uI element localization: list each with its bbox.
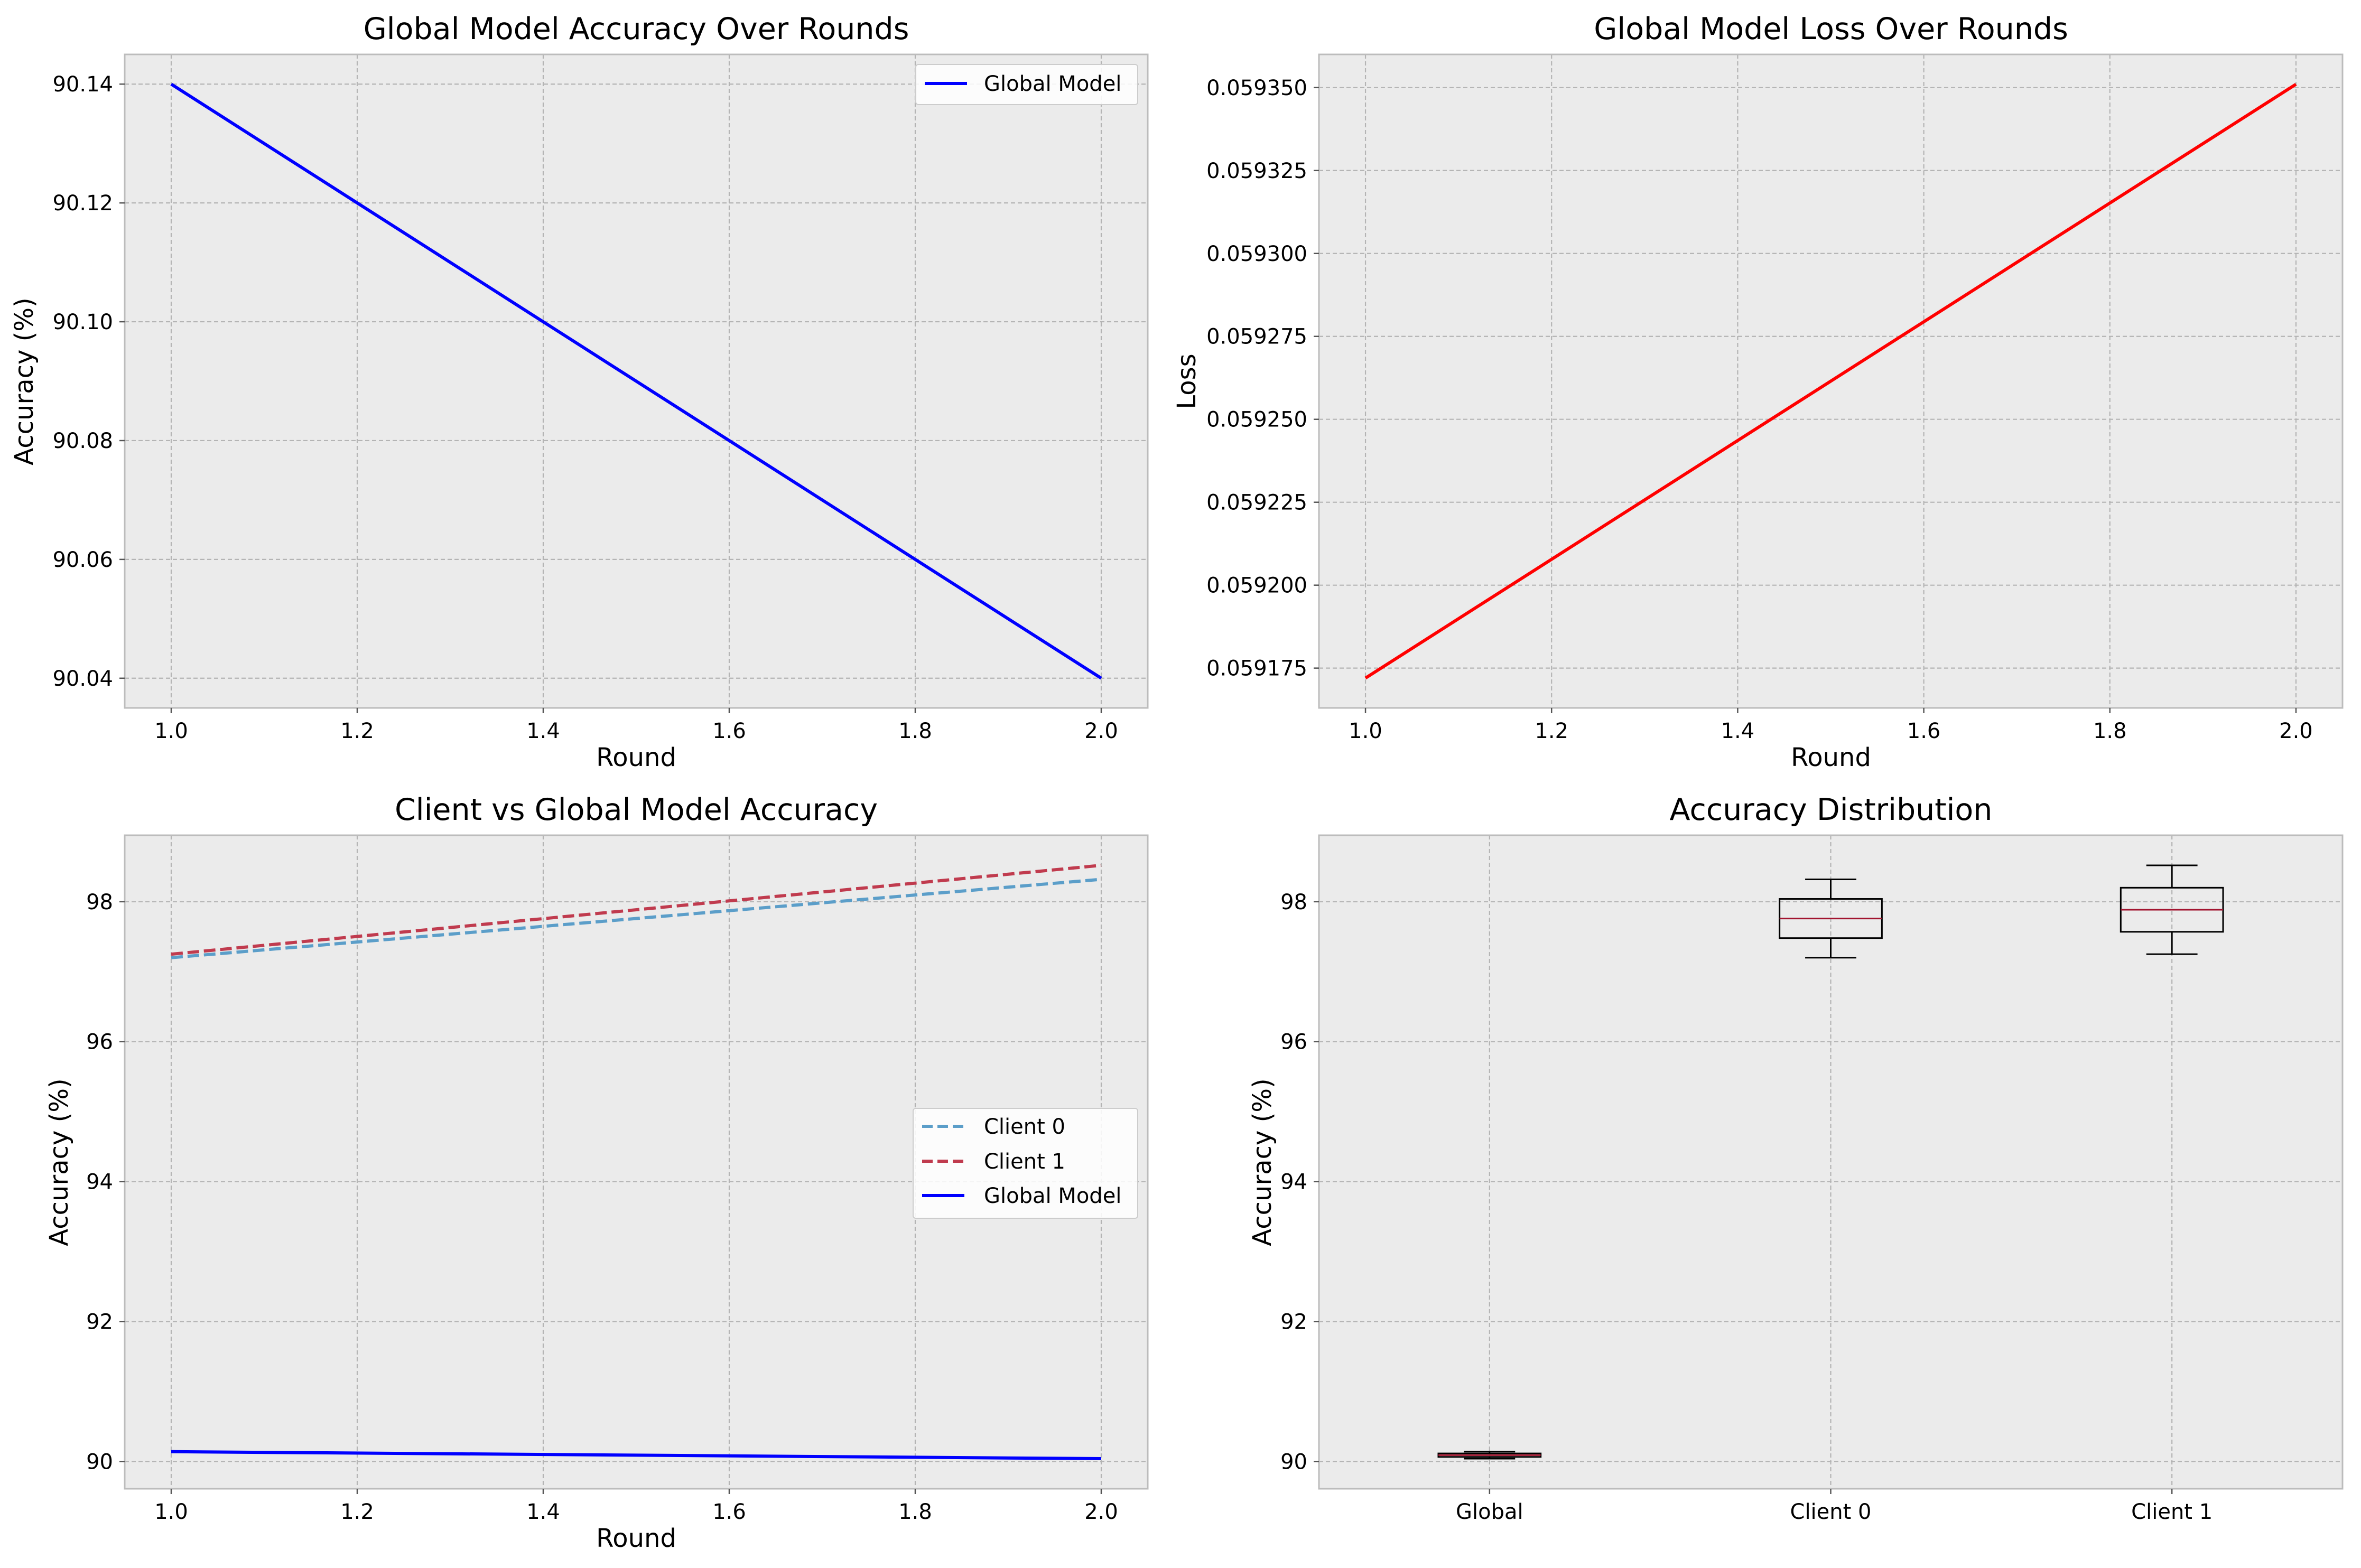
grid — [1319, 54, 2343, 708]
y-tick-label: 90.08 — [52, 429, 113, 453]
panel-global-loss: 1.0 1.2 1.4 1.6 1.8 2.0 0.0591750.0592000.059… — [1172, 12, 2344, 772]
y-tick-label: 90 — [86, 1450, 113, 1474]
y-ticks: 90 92 94 96 98 — [1280, 890, 1319, 1474]
series-layer — [170, 82, 1102, 680]
legend-label-client-0: Client 0 — [984, 1115, 1065, 1139]
chart-title: Global Model Loss Over Rounds — [1594, 12, 2068, 46]
grid — [1319, 835, 2343, 1489]
plot-frame — [1318, 53, 2344, 709]
y-axis-label: Accuracy (%) — [1248, 1078, 1277, 1246]
y-tick-label: 90.04 — [52, 667, 113, 691]
x-ticks: 1.0 1.2 1.4 1.6 1.8 2.0 — [1349, 708, 2313, 743]
boxes-layer — [1437, 864, 2224, 1460]
y-ticks: 90.04 90.06 90.08 90.10 90.12 90.14 — [52, 72, 125, 691]
panel-client-vs-global: 1.0 1.2 1.4 1.6 1.8 2.0 90 92 94 96 98 Client vs … — [44, 792, 1149, 1553]
x-ticks: Global Client 0 Client 1 — [1456, 1489, 2213, 1524]
y-tick-label: 0.059175 — [1206, 657, 1307, 681]
y-tick-label: 0.059350 — [1206, 76, 1307, 100]
y-axis-label: Accuracy (%) — [10, 297, 39, 465]
series-layer — [1364, 82, 2297, 680]
plot-frame — [124, 53, 1149, 709]
y-tick-label: 90.06 — [52, 548, 113, 572]
y-tick-label: 0.059275 — [1206, 325, 1307, 349]
y-tick-label: 90.12 — [52, 191, 113, 216]
legend-label-global-model: Global Model — [984, 1184, 1121, 1208]
y-tick-label: 0.059250 — [1206, 408, 1307, 432]
grid — [125, 835, 1148, 1489]
y-tick-label: 98 — [1280, 890, 1307, 914]
series-line-global-model — [171, 1450, 1102, 1461]
x-tick-label: 1.0 — [154, 1500, 188, 1524]
x-tick-label: 1.2 — [340, 719, 374, 743]
legend-box — [915, 64, 1138, 105]
series-line-global-model — [170, 82, 1102, 680]
box-global — [1437, 1451, 1542, 1460]
x-tick-label: 1.4 — [526, 719, 560, 743]
panel-accuracy-distribution: Global Client 0 Client 1 90 92 94 96 98 Accura… — [1248, 792, 2344, 1524]
x-tick-label: 1.8 — [898, 719, 932, 743]
x-tick-label: 2.0 — [1084, 1500, 1118, 1524]
x-tick-label: 1.6 — [712, 719, 746, 743]
y-tick-label: 0.059200 — [1206, 574, 1307, 598]
y-tick-label: 0.059300 — [1206, 242, 1307, 266]
y-tick-label: 90.14 — [52, 72, 113, 97]
x-tick-label: 1.8 — [2093, 719, 2127, 743]
chart-title: Client vs Global Model Accuracy — [395, 792, 878, 827]
x-tick-label: 1.2 — [340, 1500, 374, 1524]
y-tick-label: 92 — [86, 1310, 113, 1334]
x-tick-label: 2.0 — [1084, 719, 1118, 743]
y-tick-label: 96 — [86, 1030, 113, 1054]
x-tick-label: 2.0 — [2279, 719, 2313, 743]
x-tick-label: 1.6 — [1907, 719, 1941, 743]
legend-label-global-model: Global Model — [984, 72, 1121, 96]
y-tick-label: 92 — [1280, 1310, 1307, 1334]
x-tick-label: Global — [1456, 1500, 1523, 1524]
x-axis-label: Round — [596, 743, 676, 772]
legend-box — [913, 1108, 1138, 1219]
box-client-1 — [2120, 864, 2224, 955]
y-axis-label: Accuracy (%) — [44, 1078, 74, 1246]
y-tick-label: 0.059325 — [1206, 159, 1307, 183]
y-tick-label: 94 — [86, 1170, 113, 1194]
x-tick-label: 1.0 — [154, 719, 188, 743]
series-line-client-0 — [171, 878, 1102, 959]
y-tick-label: 98 — [86, 890, 113, 914]
x-axis-label: Round — [596, 1524, 676, 1553]
x-tick-label: 1.4 — [1721, 719, 1755, 743]
y-tick-label: 96 — [1280, 1030, 1307, 1054]
y-tick-label: 94 — [1280, 1170, 1307, 1194]
series-line-client-1 — [171, 863, 1102, 956]
box-client-0 — [1779, 878, 1883, 959]
chart-title: Accuracy Distribution — [1670, 792, 1993, 827]
y-tick-label: 90 — [1280, 1450, 1307, 1474]
legend-label-client-1: Client 1 — [984, 1150, 1065, 1174]
chart-title: Global Model Accuracy Over Rounds — [364, 12, 909, 46]
series-line-loss — [1364, 82, 2297, 680]
y-ticks: 0.059175 0.059200 0.059225 0.059250 0.059275… — [1206, 76, 1319, 681]
legend: Client 0 Client 1 Global Model — [913, 1108, 1138, 1219]
x-tick-label: 1.2 — [1535, 719, 1568, 743]
legend: Global Model — [915, 64, 1138, 105]
x-ticks: 1.0 1.2 1.4 1.6 1.8 2.0 — [154, 708, 1118, 743]
x-axis-label: Round — [1791, 743, 1871, 772]
series-layer — [171, 863, 1102, 1461]
x-tick-label: Client 0 — [1790, 1500, 1872, 1524]
x-tick-label: 1.6 — [712, 1500, 746, 1524]
x-tick-label: 1.8 — [898, 1500, 932, 1524]
y-axis-label: Loss — [1172, 353, 1202, 409]
x-tick-label: 1.4 — [526, 1500, 560, 1524]
x-tick-label: Client 1 — [2131, 1500, 2213, 1524]
x-ticks: 1.0 1.2 1.4 1.6 1.8 2.0 — [154, 1489, 1118, 1524]
panel-global-accuracy: 1.0 1.2 1.4 1.6 1.8 2.0 90.0490.0690.0890.109… — [10, 12, 1149, 772]
x-tick-label: 1.0 — [1349, 719, 1382, 743]
y-tick-label: 0.059225 — [1206, 491, 1307, 515]
y-ticks: 90 92 94 96 98 — [86, 890, 125, 1474]
plot-frame — [124, 834, 1149, 1490]
y-tick-label: 90.10 — [52, 310, 113, 334]
